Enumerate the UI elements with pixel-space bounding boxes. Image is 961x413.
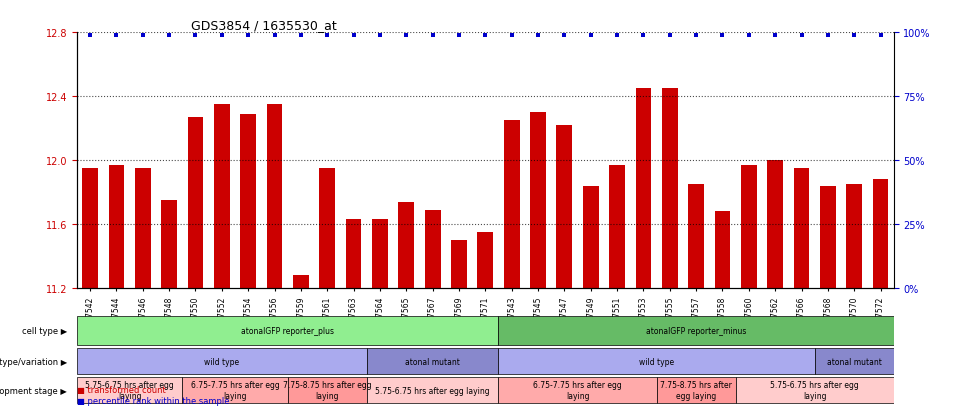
Bar [425,210,440,289]
Text: ■ transformed count: ■ transformed count [77,385,165,394]
Bar [820,186,836,289]
FancyBboxPatch shape [77,316,499,345]
Bar [399,202,414,289]
Bar [109,166,124,289]
FancyBboxPatch shape [815,348,894,374]
Bar [187,118,204,289]
Bar [319,169,335,289]
FancyBboxPatch shape [735,377,894,403]
Text: 5.75-6.75 hrs after egg
laying: 5.75-6.75 hrs after egg laying [86,380,174,400]
Bar [873,180,889,289]
Text: 5.75-6.75 hrs after egg laying: 5.75-6.75 hrs after egg laying [376,386,490,395]
Text: 7.75-8.75 hrs after
egg laying: 7.75-8.75 hrs after egg laying [660,380,732,400]
FancyBboxPatch shape [499,348,815,374]
FancyBboxPatch shape [287,377,367,403]
Bar [504,121,520,289]
Bar [662,89,678,289]
FancyBboxPatch shape [499,316,894,345]
Bar [346,220,361,289]
Text: GDS3854 / 1635530_at: GDS3854 / 1635530_at [191,19,337,32]
Text: wild type: wild type [639,357,675,366]
Bar [293,276,308,289]
FancyBboxPatch shape [77,377,183,403]
Text: atonalGFP reporter_minus: atonalGFP reporter_minus [646,326,747,335]
Bar [530,113,546,289]
FancyBboxPatch shape [656,377,735,403]
Text: genotype/variation ▶: genotype/variation ▶ [0,357,67,366]
Bar [741,166,756,289]
FancyBboxPatch shape [367,377,499,403]
Text: cell type ▶: cell type ▶ [22,326,67,335]
Bar [82,169,98,289]
Text: 6.75-7.75 hrs after egg
laying: 6.75-7.75 hrs after egg laying [533,380,622,400]
Text: atonalGFP reporter_plus: atonalGFP reporter_plus [241,326,334,335]
FancyBboxPatch shape [77,348,367,374]
Bar [688,185,704,289]
Bar [240,114,256,289]
Bar [451,241,467,289]
Bar [715,212,730,289]
Text: atonal mutant: atonal mutant [406,357,460,366]
Bar [372,220,388,289]
Bar [556,126,572,289]
Bar [847,185,862,289]
Text: wild type: wild type [205,357,239,366]
Text: development stage ▶: development stage ▶ [0,386,67,395]
FancyBboxPatch shape [367,348,499,374]
Bar [609,166,625,289]
Text: 5.75-6.75 hrs after egg
laying: 5.75-6.75 hrs after egg laying [771,380,859,400]
Text: atonal mutant: atonal mutant [826,357,881,366]
Bar [767,161,783,289]
Text: 6.75-7.75 hrs after egg
laying: 6.75-7.75 hrs after egg laying [190,380,280,400]
Text: 7.75-8.75 hrs after egg
laying: 7.75-8.75 hrs after egg laying [283,380,372,400]
Bar [478,233,493,289]
Bar [161,201,177,289]
Bar [635,89,652,289]
FancyBboxPatch shape [499,377,656,403]
Bar [794,169,809,289]
Bar [135,169,151,289]
Bar [582,186,599,289]
Bar [214,105,230,289]
FancyBboxPatch shape [183,377,287,403]
Bar [266,105,283,289]
Text: ■ percentile rank within the sample: ■ percentile rank within the sample [77,396,230,405]
